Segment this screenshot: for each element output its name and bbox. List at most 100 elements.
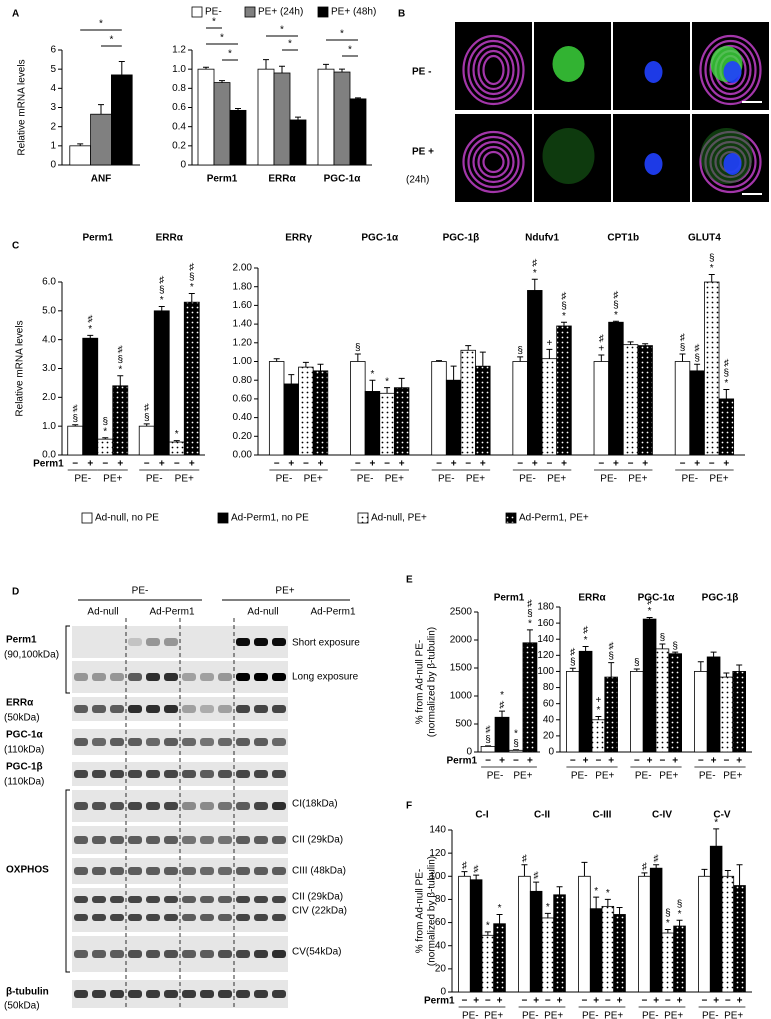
bracket-label: * — [220, 33, 224, 44]
category-label: PGC-1α — [324, 174, 362, 185]
blot-band — [236, 770, 250, 778]
y-tick-label: 0 — [466, 747, 472, 758]
blot-band — [128, 836, 142, 844]
y-tick-label: 1.40 — [233, 319, 253, 330]
significance-mark: ♯ — [724, 358, 729, 369]
y-tick-label: 0.6 — [172, 102, 186, 113]
blot-band — [92, 802, 106, 810]
bar — [733, 885, 746, 993]
blot-band — [182, 673, 196, 681]
pe-group-label: PE+ — [628, 474, 647, 485]
bar — [480, 746, 496, 753]
pe-group-label: PE+ — [103, 474, 122, 485]
blot-band — [74, 673, 88, 681]
bar — [721, 875, 735, 993]
significance-mark: * — [190, 282, 194, 293]
bar — [168, 441, 185, 456]
perm1-sign: − — [384, 459, 390, 470]
perm1-sign: + — [370, 459, 376, 470]
significance-mark: ♯ — [647, 596, 652, 607]
significance-mark: § — [189, 272, 195, 283]
bar — [541, 917, 555, 993]
blot-band — [200, 770, 214, 778]
cell-stain — [467, 39, 520, 101]
significance-mark: * — [175, 429, 179, 440]
cell-stain — [472, 140, 515, 184]
cell-stain — [462, 130, 525, 194]
blot-band — [146, 950, 160, 958]
significance-mark: § — [159, 285, 165, 296]
category-label: PGC-1α — [638, 593, 676, 604]
blot-band — [272, 990, 286, 998]
blot-band — [128, 867, 142, 875]
blot-band — [200, 950, 214, 958]
legend-label: Ad-Perm1, PE+ — [519, 513, 589, 524]
bracket-label: * — [212, 17, 216, 28]
blot-label: ERRα — [6, 698, 34, 709]
significance-mark: ♯ — [583, 625, 588, 636]
blot-band — [254, 802, 268, 810]
perm1-sign: − — [595, 756, 601, 767]
y-tick-label: 2000 — [450, 635, 473, 646]
significance-mark: § — [570, 657, 576, 668]
blot-band — [110, 673, 124, 681]
perm1-sign: − — [102, 459, 108, 470]
legend-label: Ad-null, PE+ — [371, 513, 427, 524]
blot-band — [182, 836, 196, 844]
perm1-sign: − — [582, 996, 588, 1007]
blot-band — [146, 867, 160, 875]
error-bar — [117, 375, 124, 386]
blot-band — [110, 770, 124, 778]
blot-band — [164, 990, 178, 998]
blot-band — [110, 836, 124, 844]
significance-mark: § — [517, 345, 523, 356]
sign-row-label: Perm1 — [33, 459, 64, 470]
error-bar — [450, 365, 457, 381]
perm1-sign: + — [189, 459, 195, 470]
error-bar — [473, 874, 480, 880]
blot-band — [164, 802, 178, 810]
pe-group-label: PE+ — [175, 474, 194, 485]
blot-band — [236, 705, 250, 713]
bar — [153, 310, 170, 456]
error-bar — [118, 61, 125, 75]
category-label: C-III — [593, 810, 612, 821]
y-tick-label: 0 — [548, 747, 554, 758]
significance-mark: ♯ — [695, 343, 700, 354]
blot-band — [254, 638, 268, 646]
blot-band — [92, 867, 106, 875]
pe-group-label: PE- — [571, 771, 588, 782]
error-bar — [273, 358, 280, 362]
error-bar — [582, 645, 589, 652]
error-bar — [479, 351, 486, 367]
perm1-sign: − — [598, 459, 604, 470]
error-bar — [659, 643, 666, 649]
blot-band — [254, 896, 268, 903]
blot-band — [128, 914, 142, 921]
bar — [541, 358, 558, 456]
bar — [481, 934, 495, 993]
error-bar — [593, 896, 600, 909]
y-tick-label: 20 — [435, 963, 447, 974]
legend-swatch — [357, 512, 369, 524]
significance-mark: § — [608, 651, 614, 662]
category-label: Ndufv1 — [525, 233, 559, 244]
perm1-sign: + — [532, 459, 538, 470]
row-bracket — [65, 625, 70, 694]
bar — [593, 361, 610, 456]
y-tick-label: 1500 — [450, 663, 473, 674]
legend-swatch — [317, 6, 329, 18]
error-bar — [595, 716, 602, 720]
blot-band — [182, 867, 196, 875]
pe-group-label: PE- — [635, 771, 652, 782]
blot-band — [92, 914, 106, 921]
perm1-sign: − — [680, 459, 686, 470]
perm1-sign: + — [499, 756, 505, 767]
error-bar — [546, 348, 553, 359]
y-tick-label: 500 — [455, 719, 472, 730]
error-bar — [323, 63, 329, 70]
cell-stain — [477, 49, 510, 91]
micrograph-label: DAPI — [617, 118, 641, 129]
y-tick-label: 180 — [537, 602, 554, 613]
significance-mark: * — [500, 690, 504, 701]
